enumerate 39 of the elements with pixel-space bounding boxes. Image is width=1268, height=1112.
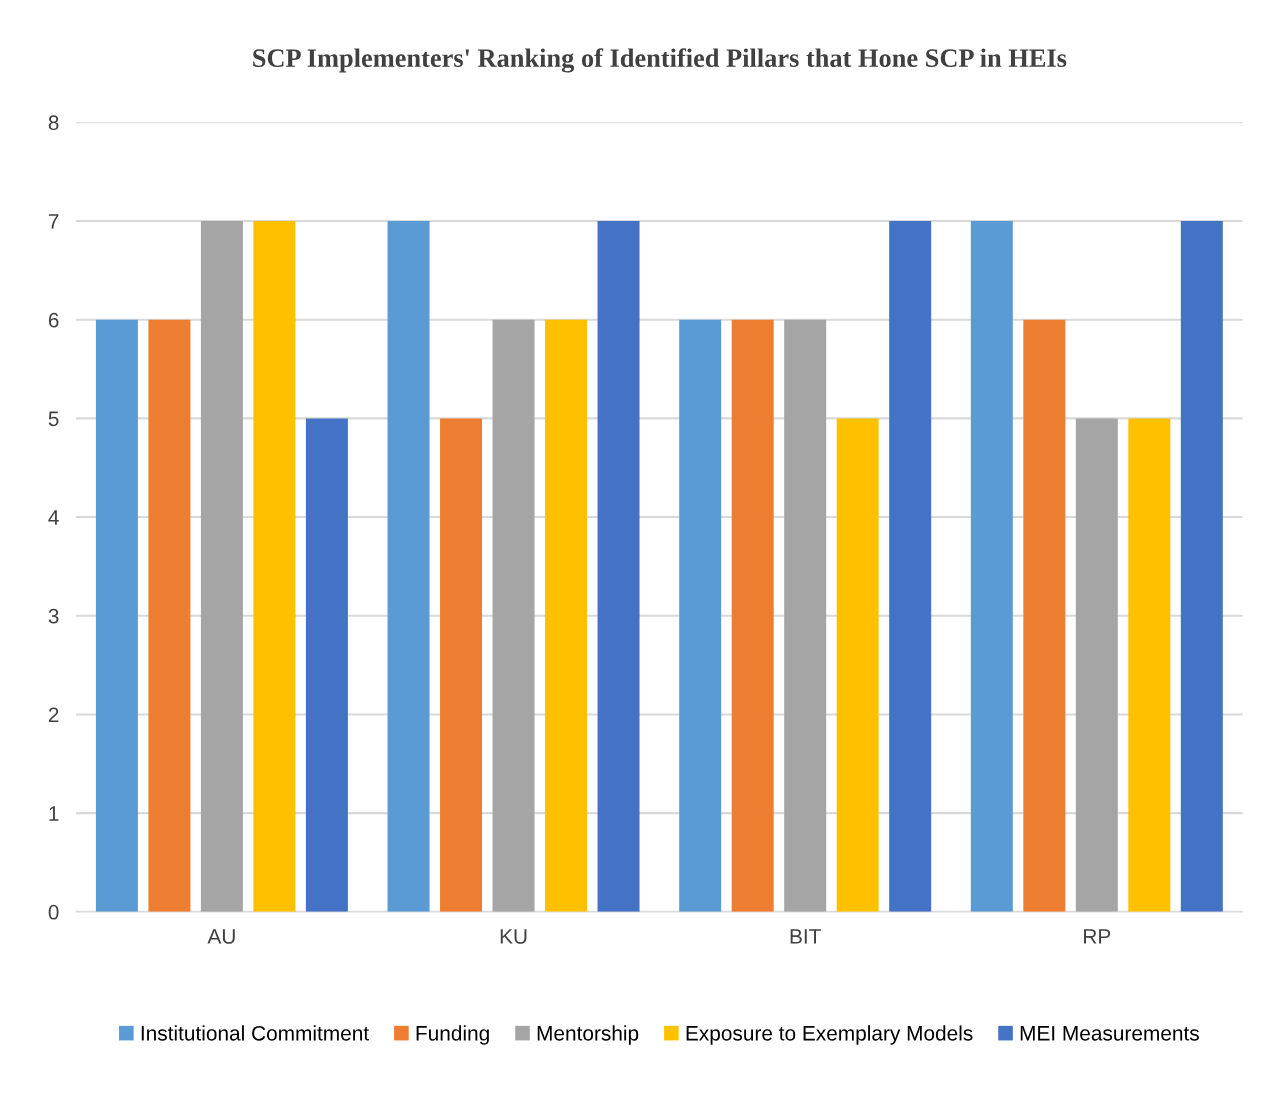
bar [545,319,588,912]
bar [1075,418,1118,912]
y-tick-label: 7 [48,214,59,229]
y-tick-label: 1 [49,806,59,821]
legend-label: MEI Measurements [1020,1026,1199,1041]
bar [836,418,879,912]
bar [889,221,932,912]
y-tick-label: 3 [48,608,59,624]
bar [597,221,640,912]
bar [970,221,1013,912]
bar [1180,221,1223,912]
y-tick-label: 2 [48,707,59,723]
bar [305,418,348,912]
bar [148,319,191,912]
chart-title: SCP Implementers' Ranking of Identified Pillars that Hone SCP in HEIs [253,48,1067,73]
bar [440,418,483,912]
y-tick-label: 6 [48,312,59,328]
bar [492,319,535,912]
bar [731,319,774,912]
bar [679,319,722,912]
x-tick-label: KU [500,929,527,944]
legend-label: Mentorship [537,1025,639,1045]
y-tick-label: 8 [48,115,59,131]
legend-label: Institutional Commitment [141,1025,369,1041]
bar [387,221,430,912]
legend-label: Exposure to Exemplary Models [686,1025,973,1045]
bar [1023,319,1066,912]
bar [95,319,138,912]
y-tick-label: 0 [48,904,59,920]
bar [200,221,243,912]
x-tick-label: AU [207,929,235,944]
y-tick-label: 5 [48,411,59,427]
bar [784,319,827,912]
bar [253,221,296,912]
y-tick-label: 4 [48,510,59,525]
legend-label: Funding [416,1025,489,1045]
x-tick-label: BIT [790,929,821,944]
bar [1128,418,1171,912]
x-tick-label: RP [1084,929,1111,944]
